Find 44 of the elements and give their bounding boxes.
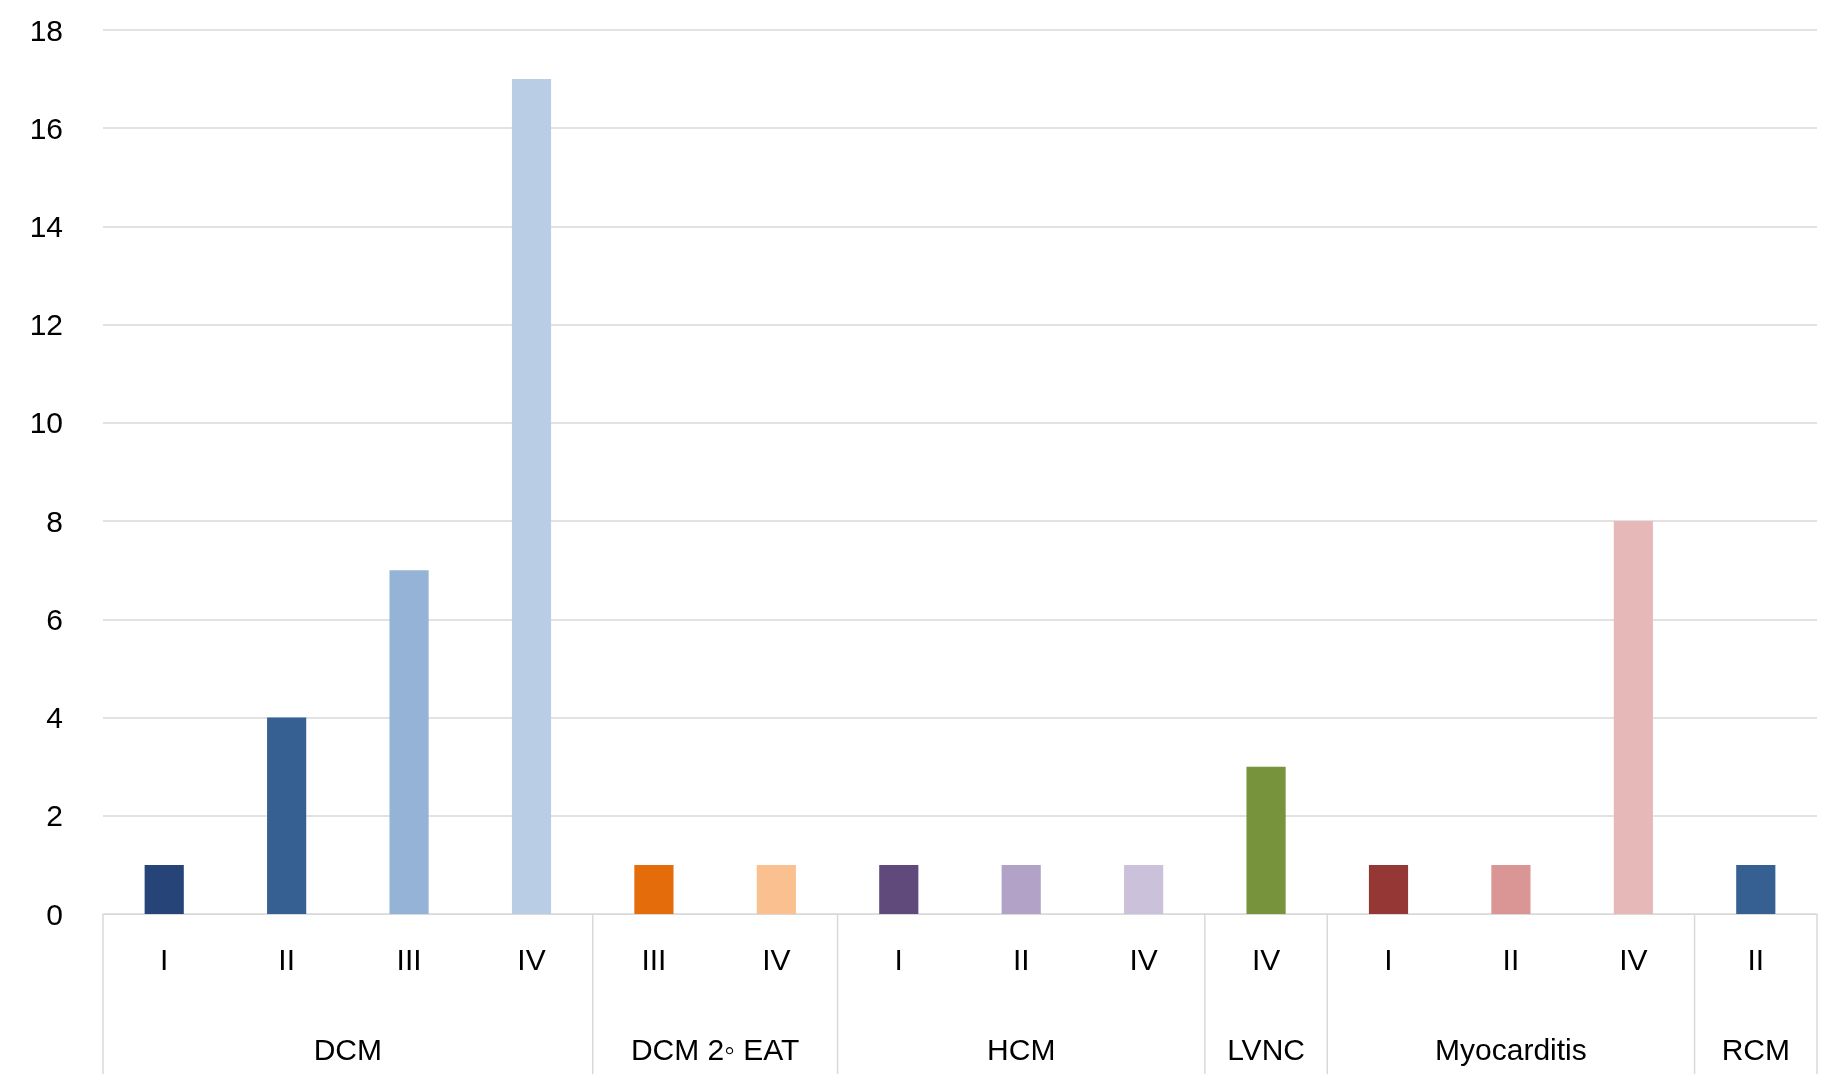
bar — [1491, 864, 1531, 914]
x-tick-label: IV — [517, 942, 546, 976]
y-tick-label: 18 — [29, 13, 63, 47]
y-tick-label: 16 — [29, 111, 63, 145]
bar — [144, 864, 184, 914]
x-tick-label: II — [1502, 942, 1520, 976]
bar — [511, 79, 552, 914]
y-tick-label: 0 — [46, 897, 63, 931]
bar — [1736, 864, 1776, 914]
y-tick-label: 6 — [46, 602, 63, 636]
y-tick-label: 2 — [46, 799, 63, 833]
y-tick-label: 8 — [46, 504, 63, 538]
text: RCM — [1721, 1032, 1790, 1066]
x-tick-label: IV — [1251, 942, 1281, 976]
y-tick-label: 4 — [46, 701, 63, 735]
bar — [756, 864, 796, 914]
x-tick-label: III — [641, 942, 667, 976]
x-tick-label: IV — [1129, 942, 1158, 976]
bar — [1613, 521, 1653, 914]
text: DCM 2◦ EAT — [630, 1032, 800, 1066]
bar — [267, 717, 307, 914]
bar — [1246, 766, 1286, 914]
y-tick-label: 10 — [29, 406, 63, 440]
x-tick-label: II — [278, 942, 295, 976]
text: Myocarditis — [1435, 1032, 1587, 1066]
y-tick-label: 12 — [29, 308, 63, 342]
x-tick-label: I — [160, 942, 169, 976]
text: LVNC — [1227, 1032, 1305, 1066]
x-tick-label: I — [894, 942, 903, 976]
bar — [634, 864, 674, 914]
x-tick-label: IV — [1619, 942, 1648, 976]
x-tick-label: II — [1012, 942, 1030, 976]
text: DCM — [313, 1032, 383, 1066]
x-tick-label: IV — [762, 942, 791, 976]
x-tick-label: I — [1384, 942, 1393, 976]
x-tick-label: III — [396, 942, 422, 976]
bar — [879, 864, 919, 914]
bar — [1368, 864, 1409, 914]
text: HCM — [987, 1032, 1056, 1066]
y-tick-label: 14 — [29, 209, 63, 243]
bar — [389, 570, 429, 914]
bar — [1124, 864, 1164, 914]
x-tick-label: II — [1747, 942, 1765, 976]
bar — [1001, 864, 1041, 914]
